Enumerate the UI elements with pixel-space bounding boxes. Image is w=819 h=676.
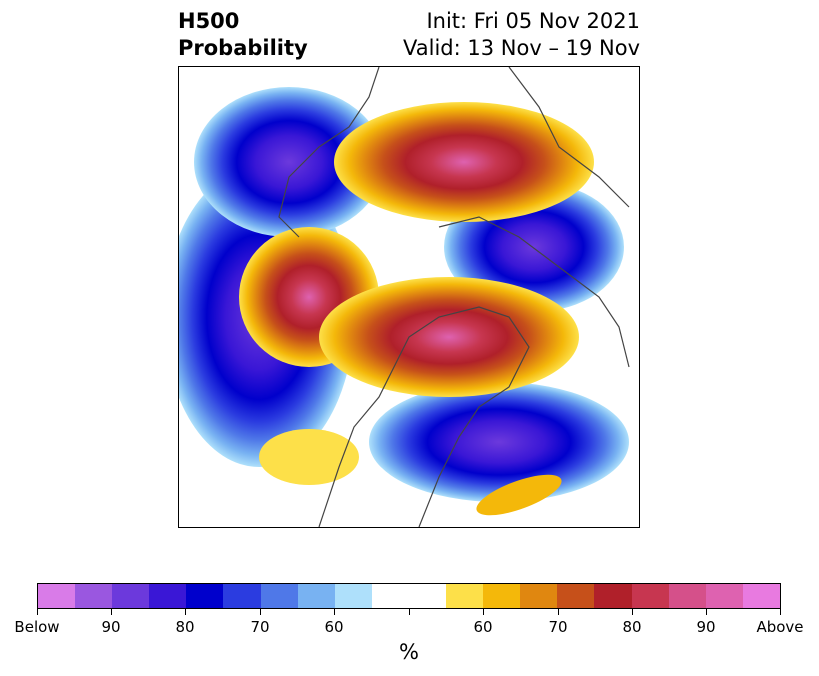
pos-region-canada	[319, 277, 579, 397]
colorbar-tick	[37, 609, 38, 615]
cb-label-below-90: 90	[101, 618, 121, 636]
coastlines	[278, 67, 630, 527]
colorbar-segment	[260, 584, 298, 608]
colorbar-segment	[75, 584, 113, 608]
colorbar-segment	[112, 584, 150, 608]
colorbar-tick	[111, 609, 112, 615]
colorbar-segment	[371, 584, 409, 608]
pos-region-asia	[334, 102, 594, 222]
colorbar-tick	[483, 609, 484, 615]
colorbar-tick	[409, 609, 410, 615]
colorbar-segment	[223, 584, 261, 608]
colorbar-segment	[149, 584, 187, 608]
colorbar-segment	[483, 584, 521, 608]
title-left: H500 Probability	[178, 8, 308, 62]
colorbar-segment	[631, 584, 669, 608]
map-svg	[179, 67, 639, 527]
colorbar-segment	[186, 584, 224, 608]
neg-region-nw	[194, 87, 384, 237]
valid-period: Valid: 13 Nov – 19 Nov	[403, 36, 640, 60]
colorbar-segment	[705, 584, 743, 608]
init-time: Init: Fri 05 Nov 2021	[426, 9, 640, 33]
probability-map	[178, 66, 640, 528]
cb-label-above-60: 60	[473, 618, 493, 636]
pos-region-gulf	[476, 474, 562, 516]
colorbar-segment	[408, 584, 447, 608]
pos-region-sw-us	[259, 429, 359, 485]
colorbar-segment	[520, 584, 558, 608]
colorbar-segment	[38, 584, 76, 608]
title-product: Probability	[178, 36, 308, 60]
cb-label-below: Below	[14, 618, 60, 636]
colorbar-tick	[558, 609, 559, 615]
colorbar	[37, 583, 781, 609]
title-variable: H500	[178, 9, 240, 33]
colorbar-segment	[668, 584, 706, 608]
colorbar-segment	[594, 584, 632, 608]
colorbar-unit: %	[399, 640, 419, 664]
cb-label-below-80: 80	[175, 618, 195, 636]
cb-label-below-60: 60	[324, 618, 344, 636]
colorbar-tick	[334, 609, 335, 615]
colorbar-segment	[742, 584, 780, 608]
cb-label-above-70: 70	[548, 618, 568, 636]
colorbar-segment	[297, 584, 335, 608]
cb-label-above-90: 90	[696, 618, 716, 636]
colorbar-tick	[185, 609, 186, 615]
colorbar-segment	[557, 584, 595, 608]
colorbar-tick	[632, 609, 633, 615]
cb-label-below-70: 70	[250, 618, 270, 636]
neg-region-east-us	[369, 382, 629, 502]
colorbar-segment	[334, 584, 372, 608]
cb-label-above-80: 80	[622, 618, 642, 636]
colorbar-segment	[446, 584, 484, 608]
colorbar-tick	[780, 609, 781, 615]
colorbar-tick	[706, 609, 707, 615]
cb-label-above: Above	[756, 618, 804, 636]
title-right: Init: Fri 05 Nov 2021 Valid: 13 Nov – 19…	[403, 8, 640, 62]
colorbar-tick	[260, 609, 261, 615]
